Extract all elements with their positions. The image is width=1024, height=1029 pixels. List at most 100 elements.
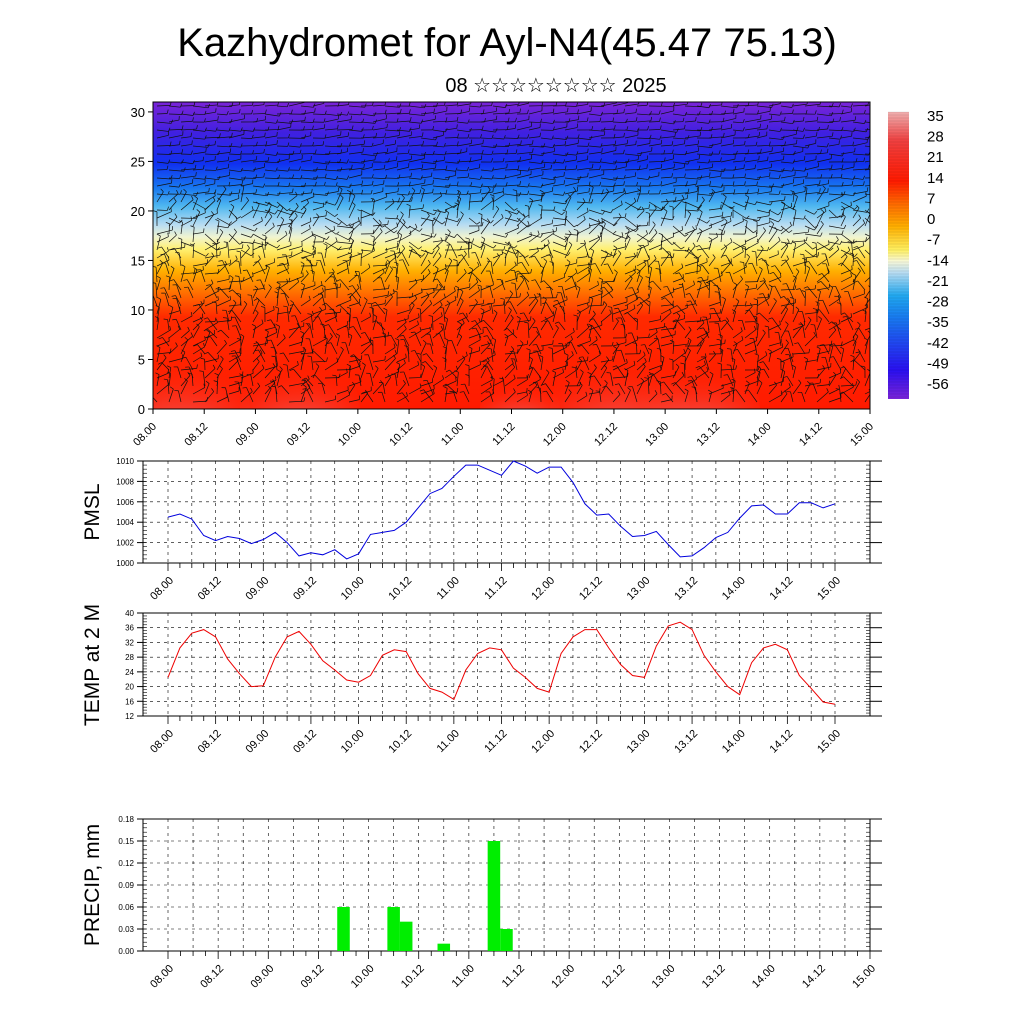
x-tick-label: 12.00 [529,728,557,756]
x-tick-label: 08.00 [148,728,176,756]
colorbar-label: -14 [927,252,949,269]
y-tick-label: 1004 [116,518,134,527]
y-tick-label: 0.03 [118,925,134,934]
x-tick-label: 12.00 [541,421,569,449]
y-tick-label: 16 [125,697,134,706]
colorbar-label: -42 [927,335,949,352]
x-tick-label: 15.00 [815,728,843,756]
x-tick-label: 14.00 [746,421,774,449]
x-tick-label: 08.00 [148,963,176,991]
y-tick-label: 12 [125,712,134,721]
y-tick-label: 20 [131,204,145,219]
x-tick-label: 11.12 [500,963,527,990]
x-tick-label: 08.12 [182,421,210,449]
y-tick-label: 0.18 [118,815,134,824]
colorbar-label: -56 [927,376,949,393]
precip-bar [387,907,400,951]
x-tick-label: 12.00 [549,963,577,991]
x-tick-label: 11.12 [490,421,517,448]
y-tick-label: 30 [131,105,145,120]
y-tick-label: 40 [125,609,134,618]
x-tick-label: 14.12 [768,575,796,603]
y-tick-label: 0.09 [118,881,134,890]
chart-subtitle: 08 ☆☆☆☆☆☆☆☆ 2025 [445,75,666,97]
x-tick-label: 13.00 [643,421,671,449]
x-tick-label: 08.12 [196,728,224,756]
colorbar-label: -7 [927,232,940,249]
y-tick-label: 1008 [116,477,134,486]
x-tick-label: 09.12 [299,963,327,991]
x-tick-label: 10.12 [387,421,415,449]
y-tick-label: 5 [138,352,145,367]
y-tick-label: 0 [138,402,145,417]
colorbar-label: -49 [927,355,949,372]
colorbar-label: 35 [927,108,944,125]
x-tick-label: 11.00 [435,728,462,755]
y-tick-label: 20 [125,683,134,692]
y-tick-label: 0.12 [118,859,134,868]
x-tick-label: 11.00 [435,575,462,602]
x-tick-label: 09.12 [291,728,319,756]
y-tick-label: 28 [125,653,134,662]
chart-title: Kazhydromet for Ayl-N4(45.47 75.13) [177,21,837,65]
x-tick-label: 10.12 [399,963,427,991]
x-tick-label: 13.12 [695,421,723,449]
x-tick-label: 10.00 [339,728,367,756]
colorbar-label: -35 [927,314,949,331]
x-tick-label: 12.12 [599,963,627,991]
x-tick-label: 11.00 [450,963,477,990]
y-tick-label: 32 [125,638,134,647]
x-tick-label: 09.00 [234,421,262,449]
y-tick-label: 36 [125,624,134,633]
y-axis-label: PRECIP, mm [81,824,104,946]
x-tick-label: 13.00 [650,963,678,991]
temperature-field [153,102,870,409]
x-tick-label: 13.00 [625,575,653,603]
x-tick-label: 13.00 [625,728,653,756]
temp-panel: 12 16 20 24 28 32 36 40 08.00 08.12 09.00 09.12 10.0… [81,604,882,756]
x-tick-label: 09.00 [243,728,271,756]
colorbar-label: 0 [927,211,935,228]
y-tick-label: 1000 [116,559,134,568]
x-tick-label: 14.12 [768,728,796,756]
precip-bar [500,929,513,951]
y-tick-label: 15 [131,253,145,268]
colorbar-label: 14 [927,170,944,187]
y-tick-label: 10 [131,303,145,318]
plot-area [143,461,870,563]
cross-section-y-axis: 0 5 10 15 20 25 30 [131,105,153,417]
x-tick-label: 08.00 [148,575,176,603]
y-tick-label: 24 [125,668,134,677]
y-tick-label: 0.00 [118,947,134,956]
x-tick-label: 10.00 [349,963,377,991]
precip-bar [400,922,413,951]
x-tick-label: 12.12 [592,421,620,449]
x-tick-label: 10.12 [386,575,414,603]
colorbar-label: 7 [927,190,935,207]
y-tick-label: 1002 [116,539,134,548]
x-tick-label: 13.12 [700,963,728,991]
x-tick-label: 13.12 [672,575,700,603]
x-tick-label: 08.12 [198,963,226,991]
y-tick-label: 1006 [116,498,134,507]
x-tick-label: 15.00 [850,963,878,991]
colorbar-label: -28 [927,294,949,311]
x-tick-label: 14.12 [800,963,828,991]
x-tick-label: 14.00 [750,963,778,991]
x-tick-label: 14.00 [720,575,748,603]
x-tick-label: 15.00 [848,421,876,449]
x-tick-label: 11.00 [439,421,466,448]
x-tick-label: 09.12 [291,575,319,603]
y-tick-label: 25 [131,154,145,169]
x-tick-label: 14.12 [797,421,825,449]
y-axis-label: TEMP at 2 M [81,604,104,726]
precip-bar [488,841,501,951]
x-tick-label: 09.00 [248,963,276,991]
x-tick-label: 08.12 [196,575,224,603]
